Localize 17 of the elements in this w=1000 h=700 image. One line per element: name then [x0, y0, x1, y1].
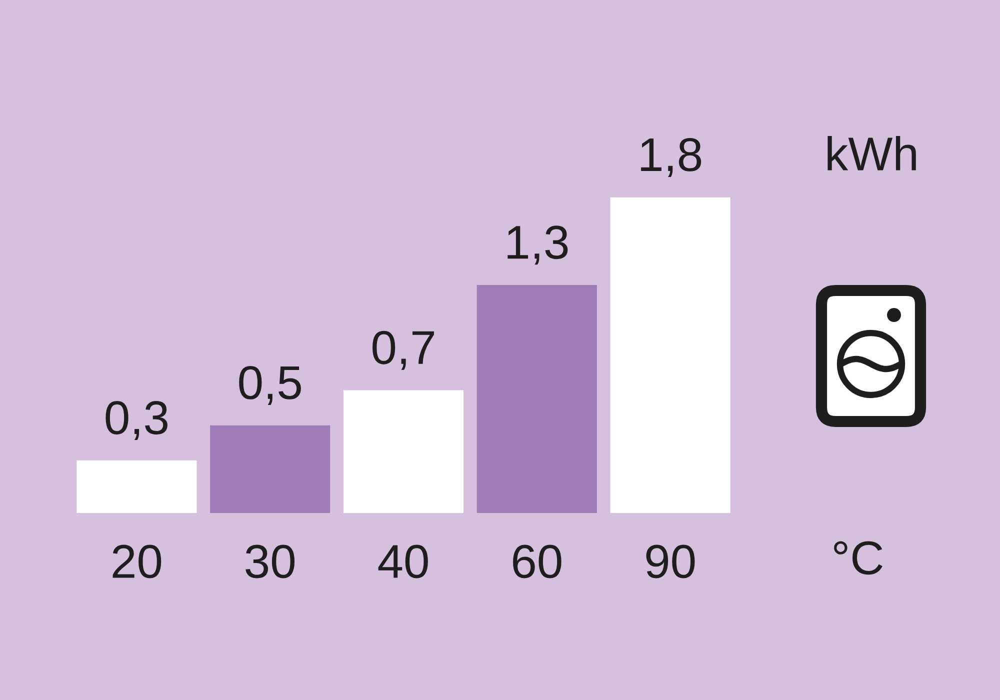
x-tick-label: 40 — [378, 544, 428, 578]
bar — [476, 285, 597, 513]
data-label: 1,8 — [641, 138, 702, 177]
x-tick-label: 30 — [246, 544, 295, 578]
data-label: 0,7 — [372, 330, 434, 370]
x-tick-label: 90 — [646, 544, 695, 578]
bar — [76, 460, 197, 513]
data-label: 0,3 — [106, 401, 168, 440]
bar — [610, 197, 730, 513]
x-tick-label: 20 — [112, 544, 162, 578]
x-axis-title: °C — [834, 541, 882, 575]
y-axis-title: kWh — [828, 136, 916, 170]
data-label: 1,3 — [508, 226, 568, 265]
bar — [210, 425, 330, 513]
bar — [343, 390, 464, 513]
data-label: 0,5 — [239, 366, 301, 405]
x-tick-label: 60 — [513, 544, 562, 578]
